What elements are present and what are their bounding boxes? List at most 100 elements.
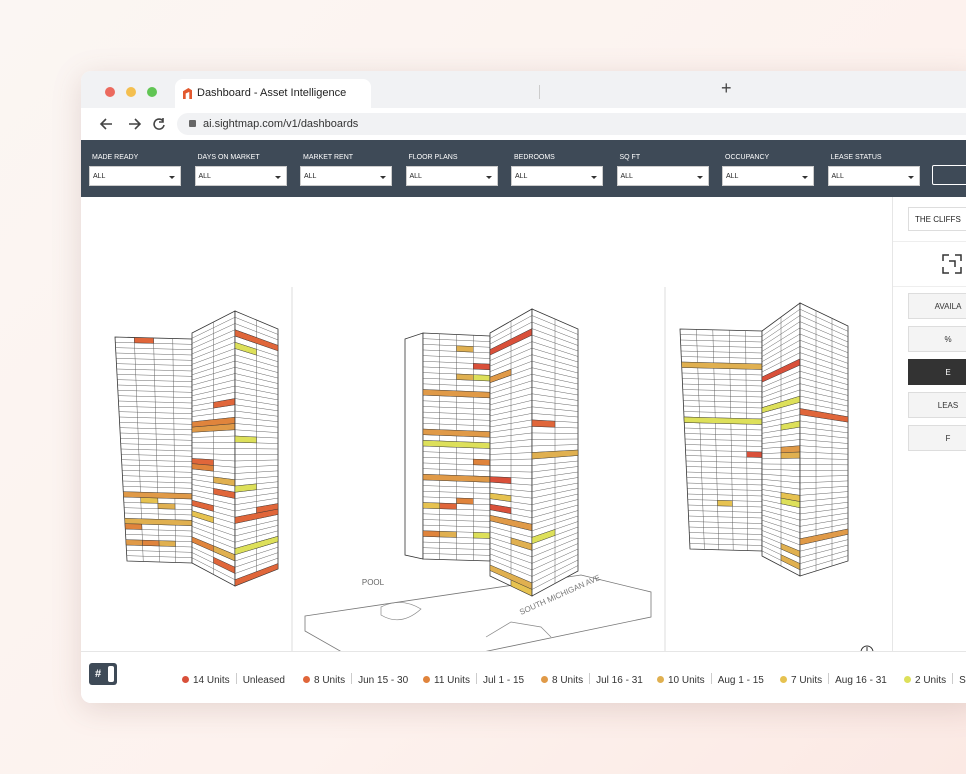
legend-item: 8 Units Jun 15 - 30 [303, 673, 408, 686]
legend-count: 8 Units [314, 675, 346, 686]
highlighted-unit [234, 563, 279, 587]
maximize-dot[interactable] [147, 87, 157, 97]
highlighted-unit [439, 531, 457, 538]
filter-select[interactable]: ALL [616, 166, 709, 186]
legend-item: 10 Units Aug 1 - 15 [657, 673, 764, 686]
legend-period: Unleased [242, 675, 285, 686]
filter-label: BEDROOMS [514, 154, 555, 161]
close-dot[interactable] [105, 87, 115, 97]
legend-separator [828, 673, 830, 684]
highlighted-unit [134, 337, 154, 344]
legend-separator [351, 673, 353, 684]
highlighted-unit [489, 368, 512, 383]
panel-button[interactable]: LEAS [908, 392, 966, 418]
new-tab[interactable]: + [721, 78, 732, 98]
highlighted-unit [473, 374, 491, 382]
tower-slab [404, 332, 424, 560]
highlighted-unit [422, 502, 440, 509]
filter-label: LEASE STATUS [830, 154, 882, 161]
highlighted-unit [234, 329, 279, 352]
highlighted-unit [780, 451, 801, 459]
highlighted-unit [489, 476, 512, 484]
highlighted-unit [531, 449, 579, 460]
filter-label: MARKET RENT [303, 154, 354, 161]
zoom-in[interactable] [860, 645, 874, 651]
highlighted-unit [191, 463, 214, 472]
highlighted-unit [799, 408, 849, 423]
legend-item: 8 Units Jul 16 - 31 [541, 673, 643, 686]
view-toggle[interactable] [893, 241, 966, 287]
highlighted-unit [142, 539, 160, 547]
highlighted-unit [531, 419, 556, 428]
filter-select[interactable]: ALL [194, 166, 287, 186]
legend-item: 14 Units Unleased [182, 673, 285, 686]
tab[interactable]: Dashboard - Asset Intelligence [175, 79, 371, 108]
highlighted-unit [439, 502, 457, 510]
filter-select[interactable]: ALL [827, 166, 920, 186]
highlighted-unit [234, 483, 257, 493]
refresh-button[interactable] [932, 165, 966, 185]
filter-label: SQ FT [619, 154, 641, 161]
pool-label: POOL [362, 578, 385, 587]
legend-separator [475, 673, 477, 684]
panel-button[interactable]: % [908, 326, 966, 352]
legend-count: 7 Units [791, 675, 823, 686]
legend-period: Aug 1 - 15 [717, 675, 764, 686]
highlighted-unit [158, 540, 176, 547]
tab-title: Dashboard - Asset Intelligence [197, 87, 347, 99]
highlighted-unit [456, 345, 474, 353]
address-bar: ai.sightmap.com/v1/dashboards [81, 108, 966, 141]
legend-separator [952, 673, 954, 684]
legend-separator [589, 673, 591, 684]
floor-lines [680, 329, 763, 551]
filter-select[interactable]: ALL [511, 166, 603, 186]
favicon [183, 88, 192, 99]
filter-select[interactable]: ALL [405, 166, 498, 186]
highlighted-unit [780, 445, 801, 454]
highlighted-unit [456, 497, 474, 505]
highlighted-unit [746, 451, 763, 458]
legend-dot [182, 676, 189, 683]
filter-bar: MADE READY ALL DAYS ON MARKET ALL MARKET REN… [81, 140, 966, 197]
legend-count: 8 Units [552, 675, 584, 686]
highlighted-unit [234, 341, 257, 356]
legend-dot [657, 676, 664, 683]
minimize-dot[interactable] [126, 87, 136, 97]
highlighted-unit [234, 435, 257, 444]
browser-window: Dashboard - Asset Intelligence + ai.sigh… [81, 71, 966, 703]
property-select[interactable]: THE CLIFFS [908, 207, 966, 231]
lock-icon [189, 120, 196, 127]
filter-select[interactable]: ALL [89, 166, 181, 186]
highlighted-unit [717, 500, 733, 507]
fit-icon [942, 254, 962, 274]
legend-bar: # 14 Units Unleased 8 Units Jun 15 - 30 11 U… [81, 651, 966, 703]
label-toggle[interactable]: # [89, 663, 117, 685]
highlighted-unit [234, 536, 279, 556]
filter-label: MADE READY [92, 154, 139, 161]
filter-select[interactable]: ALL [722, 166, 814, 186]
highlighted-unit [473, 363, 491, 370]
filter-label: DAYS ON MARKET [197, 154, 260, 161]
panel-button[interactable]: E [908, 359, 966, 385]
panel-button[interactable]: F [908, 425, 966, 451]
legend-count: 10 Units [668, 675, 705, 686]
panel-button[interactable]: AVAILA [908, 293, 966, 319]
legend-dot [541, 676, 548, 683]
url-field[interactable]: ai.sightmap.com/v1/dashboards [177, 113, 966, 135]
filter-label: OCCUPANCY [725, 154, 770, 161]
floor-lines [799, 309, 849, 571]
legend-count: 14 Units [193, 675, 230, 686]
legend-count: 11 Units [434, 675, 470, 686]
side-panel: THE CLIFFS AVAILA% E LEAS F [892, 197, 966, 651]
legend-separator [710, 673, 712, 684]
highlighted-unit [531, 529, 556, 545]
url: ai.sightmap.com/v1/dashboards [203, 118, 359, 130]
filter-select[interactable]: ALL [300, 166, 392, 186]
zoom-in-glyph [866, 647, 868, 651]
nav-icons[interactable] [99, 116, 169, 132]
legend-item: 11 Units Jul 1 - 15 [423, 673, 524, 686]
toggle-knob [108, 666, 114, 682]
toggle-label: # [95, 668, 102, 680]
highlighted-unit [799, 528, 849, 546]
